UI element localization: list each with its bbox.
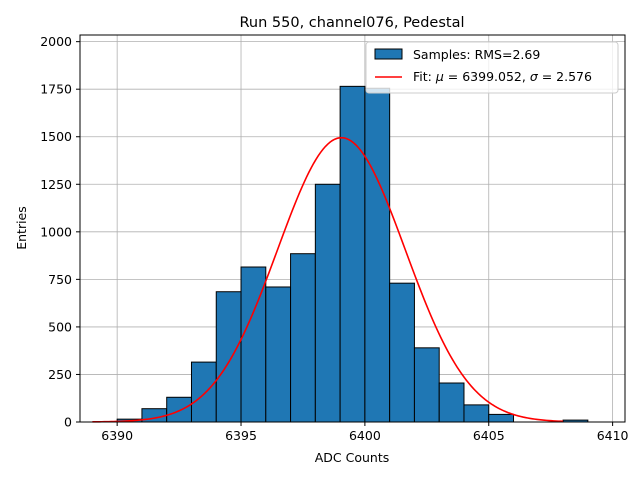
legend-mu-symbol: μ [435,69,444,84]
axes-frame [79,34,626,423]
histogram-bar [364,87,391,423]
y-axis-ticks: 0 250 500 750 1000 1250 1500 1750 2000 [40,34,80,430]
legend-samples-label: Samples: RMS=2.69 [413,47,540,62]
histogram-bar [215,291,242,423]
histogram-bar [413,347,440,423]
y-tick-label: 750 [48,272,72,287]
histogram-bar [265,286,292,423]
legend-fit-prefix: Fit: [413,69,436,84]
legend-mu-value: = 6399.052, [444,69,530,84]
gaussian-fit-curve [92,136,564,423]
histogram-bar [290,253,316,423]
y-axis-label: Entries [14,206,29,250]
histogram-bar [488,413,515,423]
y-tick-label: 1750 [40,82,72,97]
legend-fit-label: Fit: μ = 6399.052, σ = 2.576 [413,69,592,84]
histogram-bar [339,85,366,423]
x-tick-label: 6410 [597,428,629,443]
histogram-bar [463,404,490,423]
histogram-bar [438,382,465,423]
y-tick-label: 250 [48,367,72,382]
y-tick-label: 1500 [40,129,72,144]
y-tick-label: 2000 [40,34,72,49]
x-tick-label: 6400 [349,428,381,443]
x-tick-label: 6390 [101,428,133,443]
y-tick-label: 0 [64,415,72,430]
histogram-bar [389,282,415,423]
y-tick-label: 1000 [40,224,72,239]
y-tick-label: 500 [48,319,72,334]
y-tick-label: 1250 [40,177,72,192]
chart-title: Run 550, channel076, Pedestal [239,15,464,31]
x-axis-ticks: 6390 6395 6400 6405 6410 [101,422,629,443]
x-tick-label: 6405 [473,428,505,443]
x-axis-label: ADC Counts [315,450,390,465]
x-tick-label: 6395 [225,428,257,443]
histogram-bar [190,361,217,423]
legend-sigma-symbol: σ [530,69,539,84]
histogram-bar [166,396,192,423]
legend-box [365,41,619,94]
legend: Samples: RMS=2.69 Fit: μ = 6399.052, σ =… [365,41,619,94]
legend-sigma-value: = 2.576 [538,69,592,84]
legend-samples-swatch [374,48,403,60]
histogram-bar [314,183,341,423]
